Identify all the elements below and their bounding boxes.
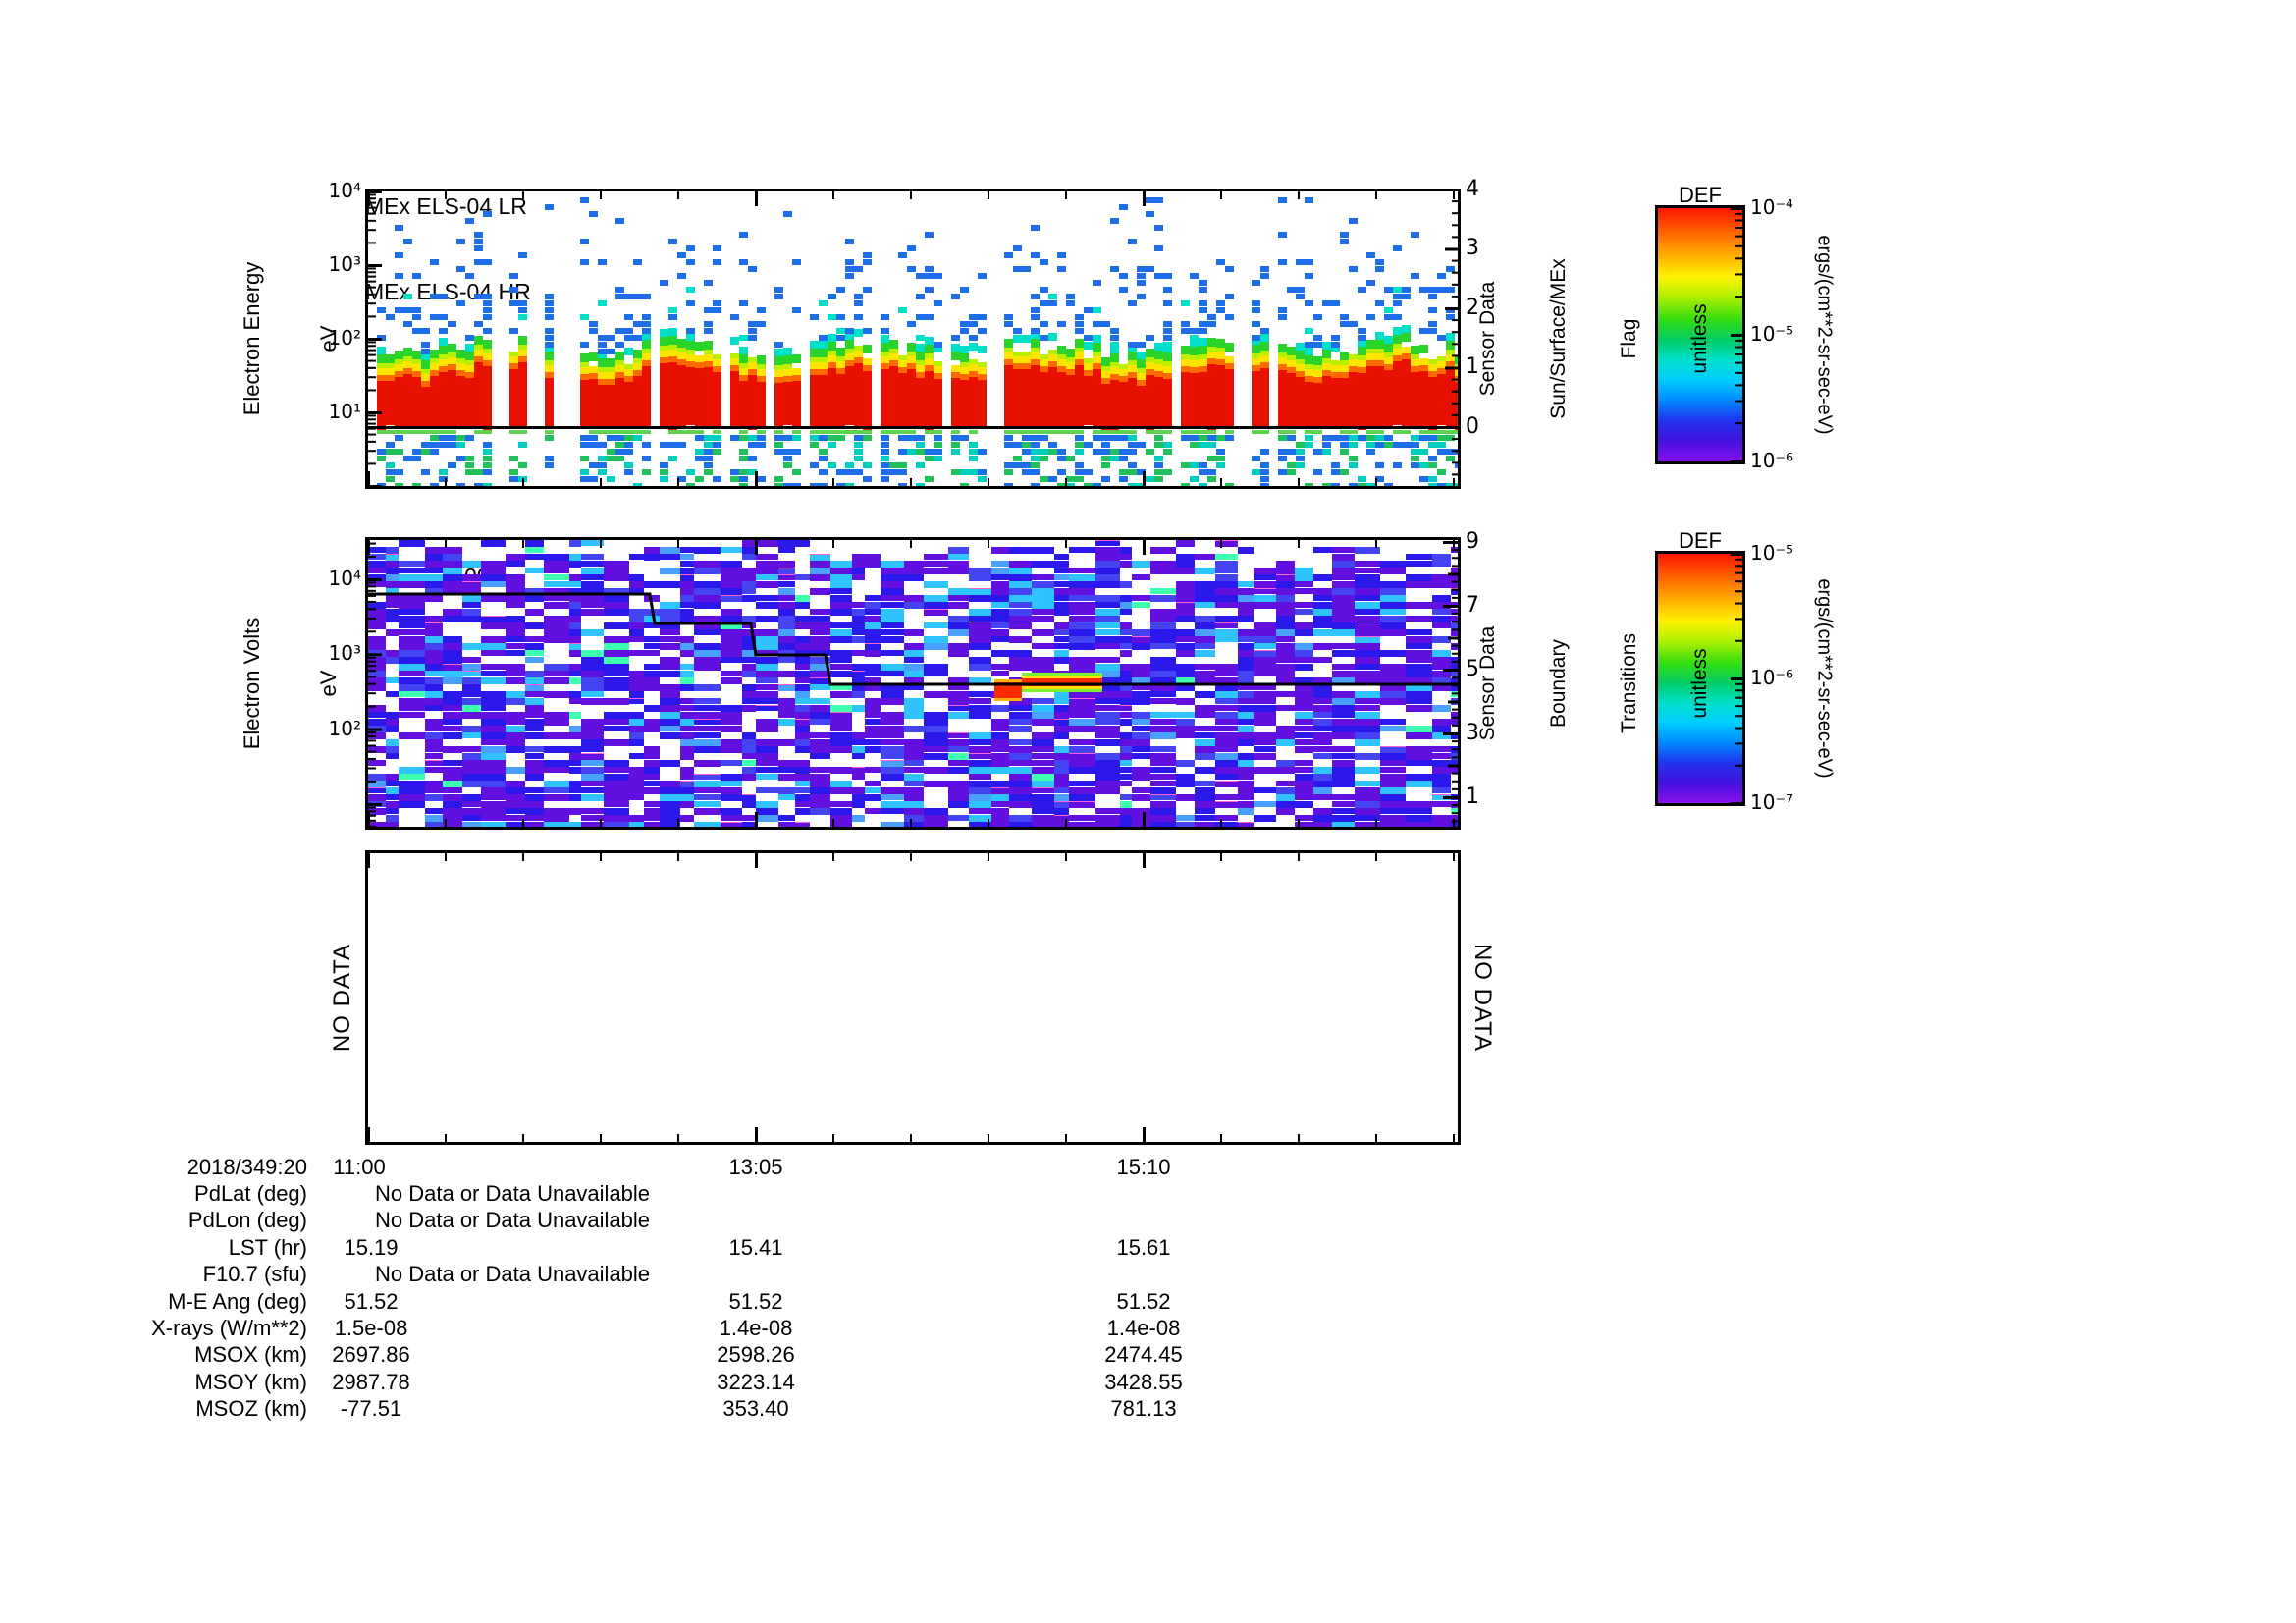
ancillary-row-label: MSOX (km) [194, 1342, 307, 1367]
els-raxis-line2: Sun/Surface/MEx [1547, 258, 1570, 419]
ancillary-row-value: 51.52 [728, 1289, 783, 1314]
ancillary-row-nodata: No Data or Data Unavailable [375, 1262, 651, 1286]
els-right-axis-label: Sensor Data Sun/Surface/MEx Flag unitles… [1429, 258, 1735, 418]
ima-raxis-line3: Transitions [1618, 633, 1640, 733]
ima-colorbar-tick-label: 10⁻⁵ [1750, 541, 1794, 565]
ancillary-row-label: LST (hr) [228, 1235, 307, 1260]
time-axis-major-label: 11:00 [333, 1155, 386, 1179]
els-raxis-line1: Sensor Data [1476, 281, 1499, 397]
els-colorbar-tick-label: 10⁻⁵ [1750, 322, 1794, 346]
ima-raxis-line4: unitless [1688, 648, 1711, 719]
ancillary-row-value: 1.5e-08 [334, 1316, 408, 1340]
ima-raxis-line2: Boundary [1547, 639, 1570, 728]
ancillary-row-value: 1.4e-08 [719, 1316, 793, 1340]
ancillary-row-nodata: No Data or Data Unavailable [375, 1208, 651, 1232]
els-right-tick-label: 2 [1466, 296, 1479, 320]
time-axis-major-label: 15:10 [1116, 1155, 1171, 1179]
ima-colorbar-canvas [1655, 551, 1745, 806]
els-colorbar-canvas [1655, 205, 1745, 464]
ancillary-row-value: -77.51 [340, 1396, 402, 1421]
ima-colorbar-title: DEF [1679, 528, 1722, 553]
nodata-right-label: NO DATA [1469, 943, 1496, 1053]
ancillary-row-value: 2598.26 [717, 1342, 795, 1367]
ancillary-row-value: 51.52 [1116, 1289, 1171, 1314]
els-ytick-label: 10⁴ [328, 179, 361, 202]
ancillary-row-value: 353.40 [722, 1396, 789, 1421]
ima-right-tick-label: 5 [1466, 657, 1479, 681]
ima-spectrogram-canvas [365, 537, 1461, 830]
els-right-tick-label: 3 [1466, 236, 1479, 260]
ancillary-row-value: 781.13 [1110, 1396, 1177, 1421]
els-spectrogram-canvas [365, 189, 1461, 489]
ancillary-row-value: 1.4e-08 [1106, 1316, 1181, 1340]
ancillary-row-value: 2987.78 [332, 1370, 410, 1394]
ima-raxis-line1: Sensor Data [1476, 625, 1499, 741]
els-raxis-line4: unitless [1688, 303, 1711, 374]
ima-right-tick-label: 7 [1466, 593, 1479, 618]
els-right-tick-label: 0 [1466, 414, 1479, 439]
ancillary-row-label: MSOY (km) [194, 1370, 307, 1394]
ancillary-row-value: 15.61 [1116, 1235, 1171, 1260]
ancillary-row-label: MSOZ (km) [195, 1396, 307, 1421]
els-yaxis-label-line1: Electron Energy [240, 261, 264, 416]
time-axis-start-label: 2018/349:20 [187, 1155, 307, 1179]
ancillary-row-value: 3428.55 [1104, 1370, 1183, 1394]
ima-ytick-label: 10⁴ [328, 567, 361, 590]
ancillary-row-label: PdLat (deg) [194, 1181, 307, 1206]
nodata-left-label: NO DATA [329, 943, 355, 1053]
ima-ytick-label: 10² [328, 717, 361, 740]
ancillary-row-value: 15.41 [728, 1235, 783, 1260]
ima-colorbar-tick-label: 10⁻⁷ [1750, 790, 1794, 814]
els-ytick-label: 10¹ [328, 400, 361, 423]
els-colorbar-units: ergs/(cm**2-sr-sec-eV) [1813, 235, 1836, 435]
ima-yaxis-label-line1: Electron Volts [240, 617, 264, 750]
ancillary-row-value: 2474.45 [1104, 1342, 1183, 1367]
els-right-tick-label: 4 [1466, 177, 1479, 201]
els-right-tick-label: 1 [1466, 354, 1479, 379]
ancillary-row-nodata: No Data or Data Unavailable [375, 1181, 651, 1206]
ima-right-tick-label: 3 [1466, 721, 1479, 745]
els-colorbar-tick-label: 10⁻⁶ [1750, 449, 1794, 472]
ancillary-row-label: M-E Ang (deg) [168, 1289, 307, 1314]
ancillary-row-label: X-rays (W/m**2) [151, 1316, 307, 1340]
ima-right-tick-label: 1 [1466, 784, 1479, 809]
ancillary-row-value: 2697.86 [332, 1342, 410, 1367]
els-raxis-line3: Flag [1618, 318, 1640, 359]
ancillary-row-value: 15.19 [344, 1235, 399, 1260]
nodata-panel-canvas [365, 850, 1461, 1145]
ima-colorbar-units: ergs/(cm**2-sr-sec-eV) [1813, 578, 1836, 779]
ancillary-row-value: 51.52 [344, 1289, 399, 1314]
els-colorbar-title: DEF [1679, 183, 1722, 207]
ima-ytick-label: 10³ [328, 641, 361, 665]
ima-right-tick-label: 9 [1466, 529, 1479, 554]
ima-colorbar-tick-label: 10⁻⁶ [1750, 666, 1794, 689]
time-axis-major-label: 13:05 [728, 1155, 783, 1179]
els-colorbar-tick-label: 10⁻⁴ [1750, 195, 1794, 219]
els-ytick-label: 10² [328, 326, 361, 350]
ancillary-row-label: F10.7 (sfu) [202, 1262, 307, 1286]
ancillary-row-label: PdLon (deg) [187, 1208, 307, 1232]
els-ytick-label: 10³ [328, 252, 361, 276]
ancillary-row-value: 3223.14 [717, 1370, 795, 1394]
